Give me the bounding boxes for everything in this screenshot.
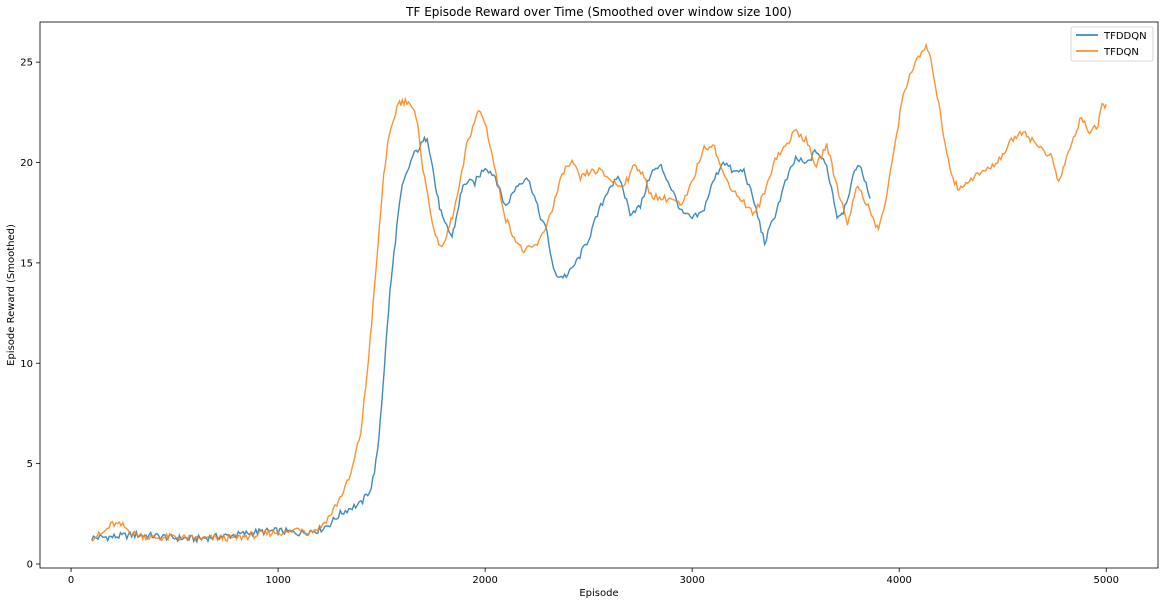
y-tick-label: 5 <box>27 459 33 470</box>
series-line-tfdqn <box>91 42 1107 543</box>
x-tick-label: 0 <box>68 575 74 586</box>
x-axis-label: Episode <box>579 588 618 599</box>
legend: TFDDQN TFDQN <box>1070 26 1154 62</box>
y-axis-label: Episode Reward (Smoothed) <box>6 224 17 366</box>
legend-label-tfdqn: TFDQN <box>1103 47 1139 58</box>
x-tick-label: 3000 <box>679 575 704 586</box>
x-tick-label: 5000 <box>1094 575 1119 586</box>
y-axis: 0 5 10 15 20 25 <box>20 58 40 570</box>
series-layer <box>91 42 1107 545</box>
y-tick-label: 15 <box>20 258 33 269</box>
y-tick-label: 25 <box>20 58 33 69</box>
x-axis: 0 1000 2000 3000 4000 5000 <box>68 568 1119 586</box>
x-tick-label: 2000 <box>472 575 497 586</box>
y-tick-label: 10 <box>20 359 33 370</box>
x-tick-label: 4000 <box>886 575 911 586</box>
legend-label-tfddqn: TFDDQN <box>1103 31 1147 42</box>
plot-area <box>39 21 1159 569</box>
y-tick-label: 20 <box>20 158 33 169</box>
y-tick-label: 0 <box>27 559 33 570</box>
x-tick-label: 1000 <box>265 575 290 586</box>
chart-title: TF Episode Reward over Time (Smoothed ov… <box>405 5 792 19</box>
